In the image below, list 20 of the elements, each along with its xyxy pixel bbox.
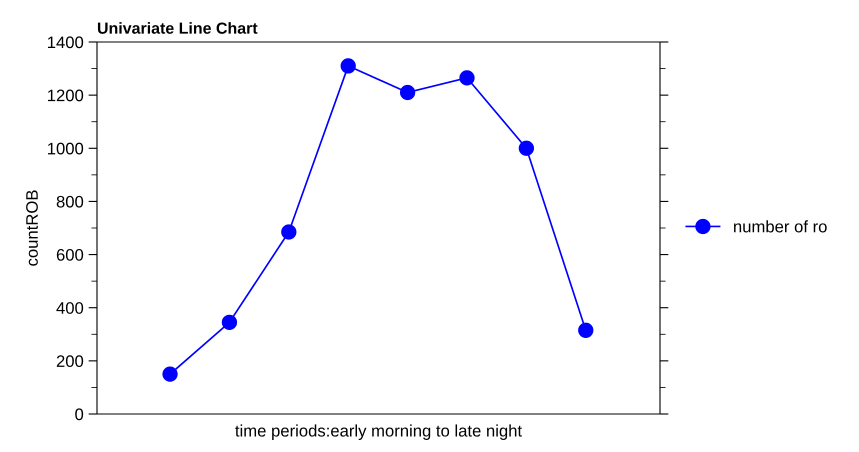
point [222,314,238,330]
y-tick-label: 800 [56,196,84,208]
point [518,140,534,156]
point [281,224,296,240]
y-axis-title: countROB [26,190,38,266]
point [578,322,594,338]
point [459,70,475,86]
point [162,366,178,382]
point [400,84,416,100]
y-tick-label: 1400 [48,36,84,48]
y-tick-label: 600 [56,248,84,261]
y-tick-label: 200 [56,355,84,368]
y-tick-label: 1200 [48,90,84,102]
y-tick-label: 400 [56,302,84,314]
x-axis-title: time periods:early morning to late night [235,424,522,440]
y-tick-label: 0 [75,408,84,420]
point [340,58,356,74]
legend-label: number of ro [734,220,827,232]
y-tick-label: 1000 [48,142,84,154]
chart-title: Univariate Line Chart [98,22,258,34]
